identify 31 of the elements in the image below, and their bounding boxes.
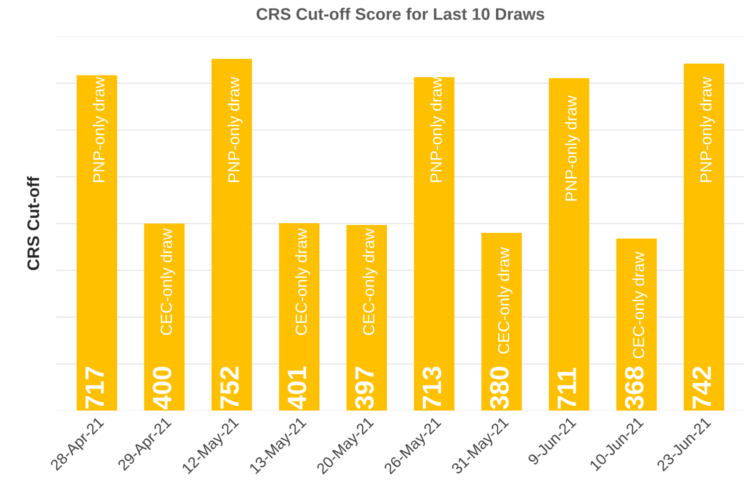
bar	[684, 64, 724, 411]
bar	[481, 232, 522, 411]
data-label: 742	[692, 366, 711, 409]
data-label: 368	[624, 366, 644, 410]
y-axis-title: CRS Cut-off	[26, 176, 40, 270]
data-label: 401	[288, 366, 306, 410]
data-label: 400	[152, 366, 172, 410]
annotation: PNP-only draw	[430, 76, 445, 182]
chart-title: CRS Cut-off Score for Last 10 Draws	[256, 8, 544, 20]
bar	[76, 75, 118, 411]
bar	[548, 78, 590, 411]
annotation: PNP-only draw	[700, 76, 715, 182]
data-label: 380	[490, 366, 509, 410]
annotation: CEC-only draw	[498, 247, 512, 354]
bar	[212, 58, 252, 411]
data-label: 711	[558, 368, 576, 409]
annotation: CEC-only draw	[295, 228, 310, 335]
annotation: CEC-only draw	[160, 228, 176, 335]
annotation: PNP-only draw	[92, 76, 108, 182]
bar	[144, 224, 185, 411]
annotation: CEC-only draw	[632, 252, 648, 358]
data-label: 713	[422, 366, 442, 409]
data-label: 397	[355, 366, 374, 410]
bar	[414, 77, 454, 411]
annotation: PNP-only draw	[228, 76, 243, 182]
data-label: 717	[86, 366, 104, 409]
bar	[279, 223, 320, 411]
annotation: PNP-only draw	[565, 95, 580, 201]
data-label: 752	[220, 366, 239, 409]
annotation: CEC-only draw	[362, 228, 378, 335]
bar	[346, 224, 387, 411]
